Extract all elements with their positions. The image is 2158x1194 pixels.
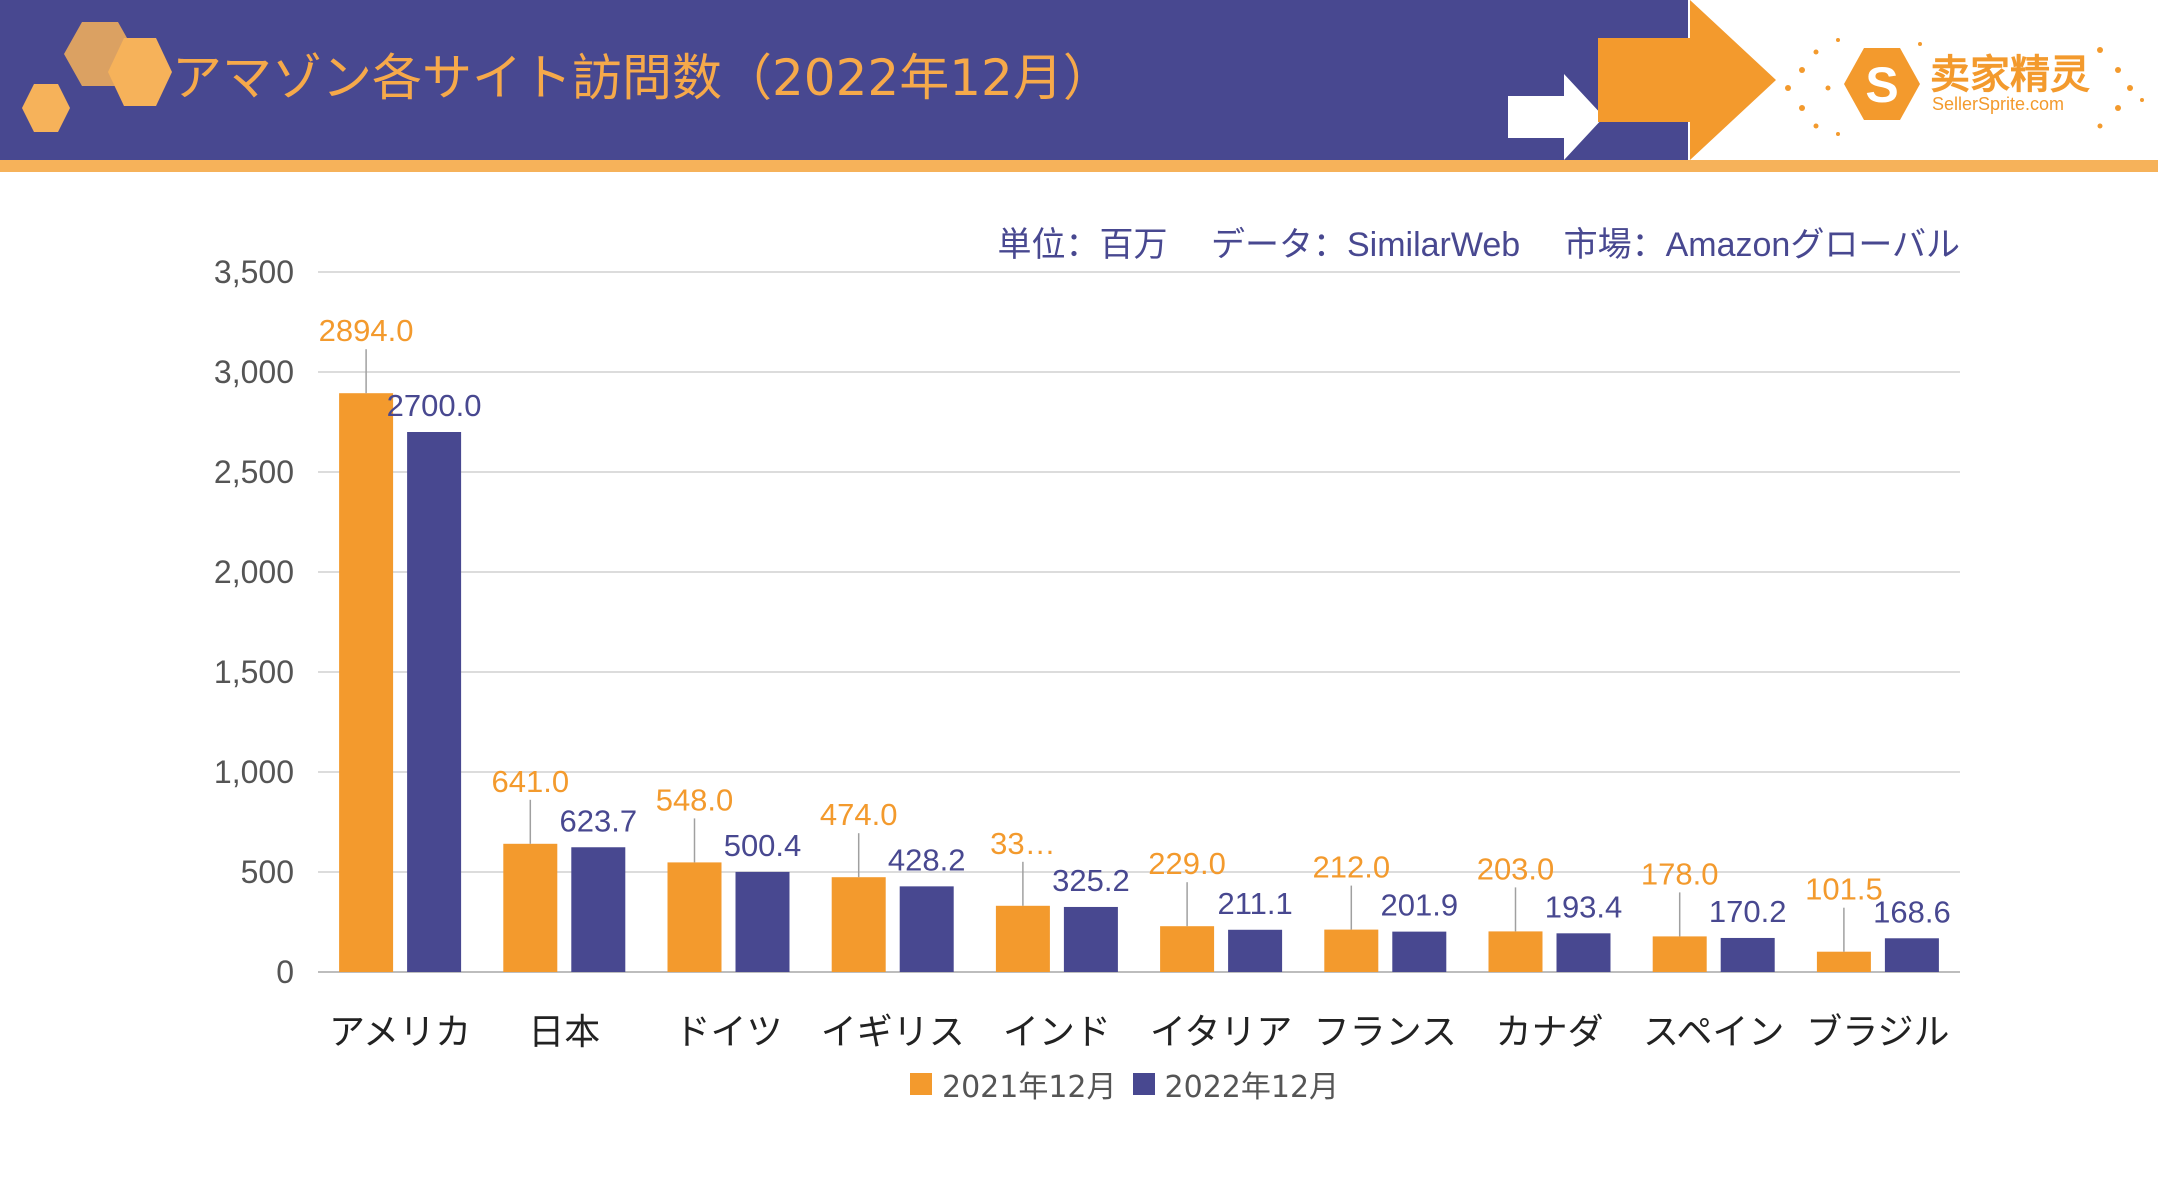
legend-label: 2022年12月	[1164, 1070, 1340, 1105]
bar-2022	[735, 871, 790, 972]
bar-2021	[1160, 926, 1215, 972]
y-tick-label: 2,000	[214, 554, 294, 590]
x-tick-label: イタリア	[1150, 1011, 1293, 1052]
y-tick-label: 3,000	[214, 354, 294, 390]
brand-logo: S 卖家精灵 SellerSprite.com	[1780, 30, 2150, 140]
data-label-2022: 623.7	[560, 803, 638, 838]
legend-swatch	[1132, 1073, 1155, 1095]
data-label-2021: 33…	[990, 826, 1055, 861]
data-label-2021: 212.0	[1313, 850, 1391, 885]
bar-2022	[1228, 929, 1283, 972]
legend-item-2021: 2021年12月	[910, 1062, 1117, 1106]
bar-2022	[899, 886, 954, 972]
data-label-2021: 101.5	[1805, 872, 1883, 907]
bar-2021	[1488, 931, 1543, 972]
bar-2021	[831, 877, 886, 972]
data-label-2022: 211.1	[1217, 886, 1292, 921]
arrow-right-icon	[1508, 74, 1604, 160]
y-tick-label: 3,500	[214, 254, 294, 290]
data-label-2022: 2700.0	[387, 388, 482, 423]
bar-2022	[1063, 906, 1118, 972]
data-label-2022: 325.2	[1052, 863, 1130, 898]
x-tick-label: カナダ	[1495, 1011, 1603, 1052]
bar-2022	[1392, 931, 1447, 972]
page-title: アマゾン各サイト訪問数（2022年12月）	[172, 49, 1113, 107]
data-label-2021: 474.0	[820, 797, 898, 832]
header-band	[0, 0, 1688, 160]
bar-2021	[995, 905, 1050, 972]
data-label-2021: 548.0	[656, 782, 734, 817]
y-tick-label: 1,000	[214, 754, 294, 790]
bar-2022	[1556, 933, 1611, 972]
bar-2021	[1652, 936, 1707, 972]
data-label-2021: 203.0	[1477, 851, 1555, 886]
svg-text:S: S	[1865, 57, 1898, 113]
bar-2022	[407, 432, 462, 972]
data-label-2021: 2894.0	[319, 313, 414, 348]
y-tick-label: 2,500	[214, 454, 294, 490]
bar-2022	[571, 847, 626, 972]
data-label-2022: 500.4	[724, 828, 802, 863]
arrow-right-icon	[1598, 0, 1776, 160]
legend-item-2022: 2022年12月	[1132, 1062, 1340, 1106]
logo-name-en: SellerSprite.com	[1932, 94, 2065, 114]
data-label-2021: 641.0	[492, 764, 570, 799]
x-tick-label: ドイツ	[674, 1011, 782, 1052]
bar-2022	[1720, 937, 1775, 972]
header-divider	[0, 160, 2158, 172]
y-tick-label: 500	[241, 854, 294, 890]
hexagon-decoration-icon	[22, 22, 172, 132]
y-tick-label: 1,500	[214, 654, 294, 690]
x-tick-label: ブラジル	[1806, 1011, 1949, 1052]
x-tick-label: 日本	[528, 1011, 600, 1052]
data-label-2022: 193.4	[1545, 889, 1623, 924]
bar-2021	[1324, 929, 1379, 972]
logo-name-cn: 卖家精灵	[1930, 52, 2090, 98]
bar-2022	[1884, 938, 1939, 972]
chart-legend: 2021年12月 2022年12月	[910, 1062, 1340, 1106]
data-label-2022: 428.2	[888, 842, 966, 877]
legend-swatch	[910, 1073, 932, 1095]
x-tick-label: インド	[1003, 1011, 1111, 1052]
data-label-2021: 229.0	[1148, 846, 1226, 881]
x-tick-label: アメリカ	[329, 1011, 471, 1052]
x-tick-label: フランス	[1314, 1011, 1457, 1052]
data-label-2021: 178.0	[1641, 856, 1719, 891]
data-label-2022: 168.6	[1873, 894, 1951, 929]
bar-2021	[1816, 951, 1871, 972]
bar-2021	[339, 393, 394, 972]
bar-2021	[503, 843, 558, 972]
chart-subtitle: 単位：百万 データ：SimilarWeb 市場：Amazonグローバル	[998, 226, 1960, 264]
legend-label: 2021年12月	[942, 1070, 1117, 1105]
x-tick-label: イギリス	[821, 1011, 965, 1052]
x-tick-label: スペイン	[1643, 1011, 1784, 1052]
bar-2021	[667, 862, 722, 972]
s-hexagon-icon: S	[1785, 38, 1922, 136]
data-label-2022: 201.9	[1381, 888, 1459, 923]
y-tick-label: 0	[276, 954, 294, 990]
data-label-2022: 170.2	[1709, 894, 1787, 929]
sparkle-dots-icon	[2097, 47, 2144, 129]
